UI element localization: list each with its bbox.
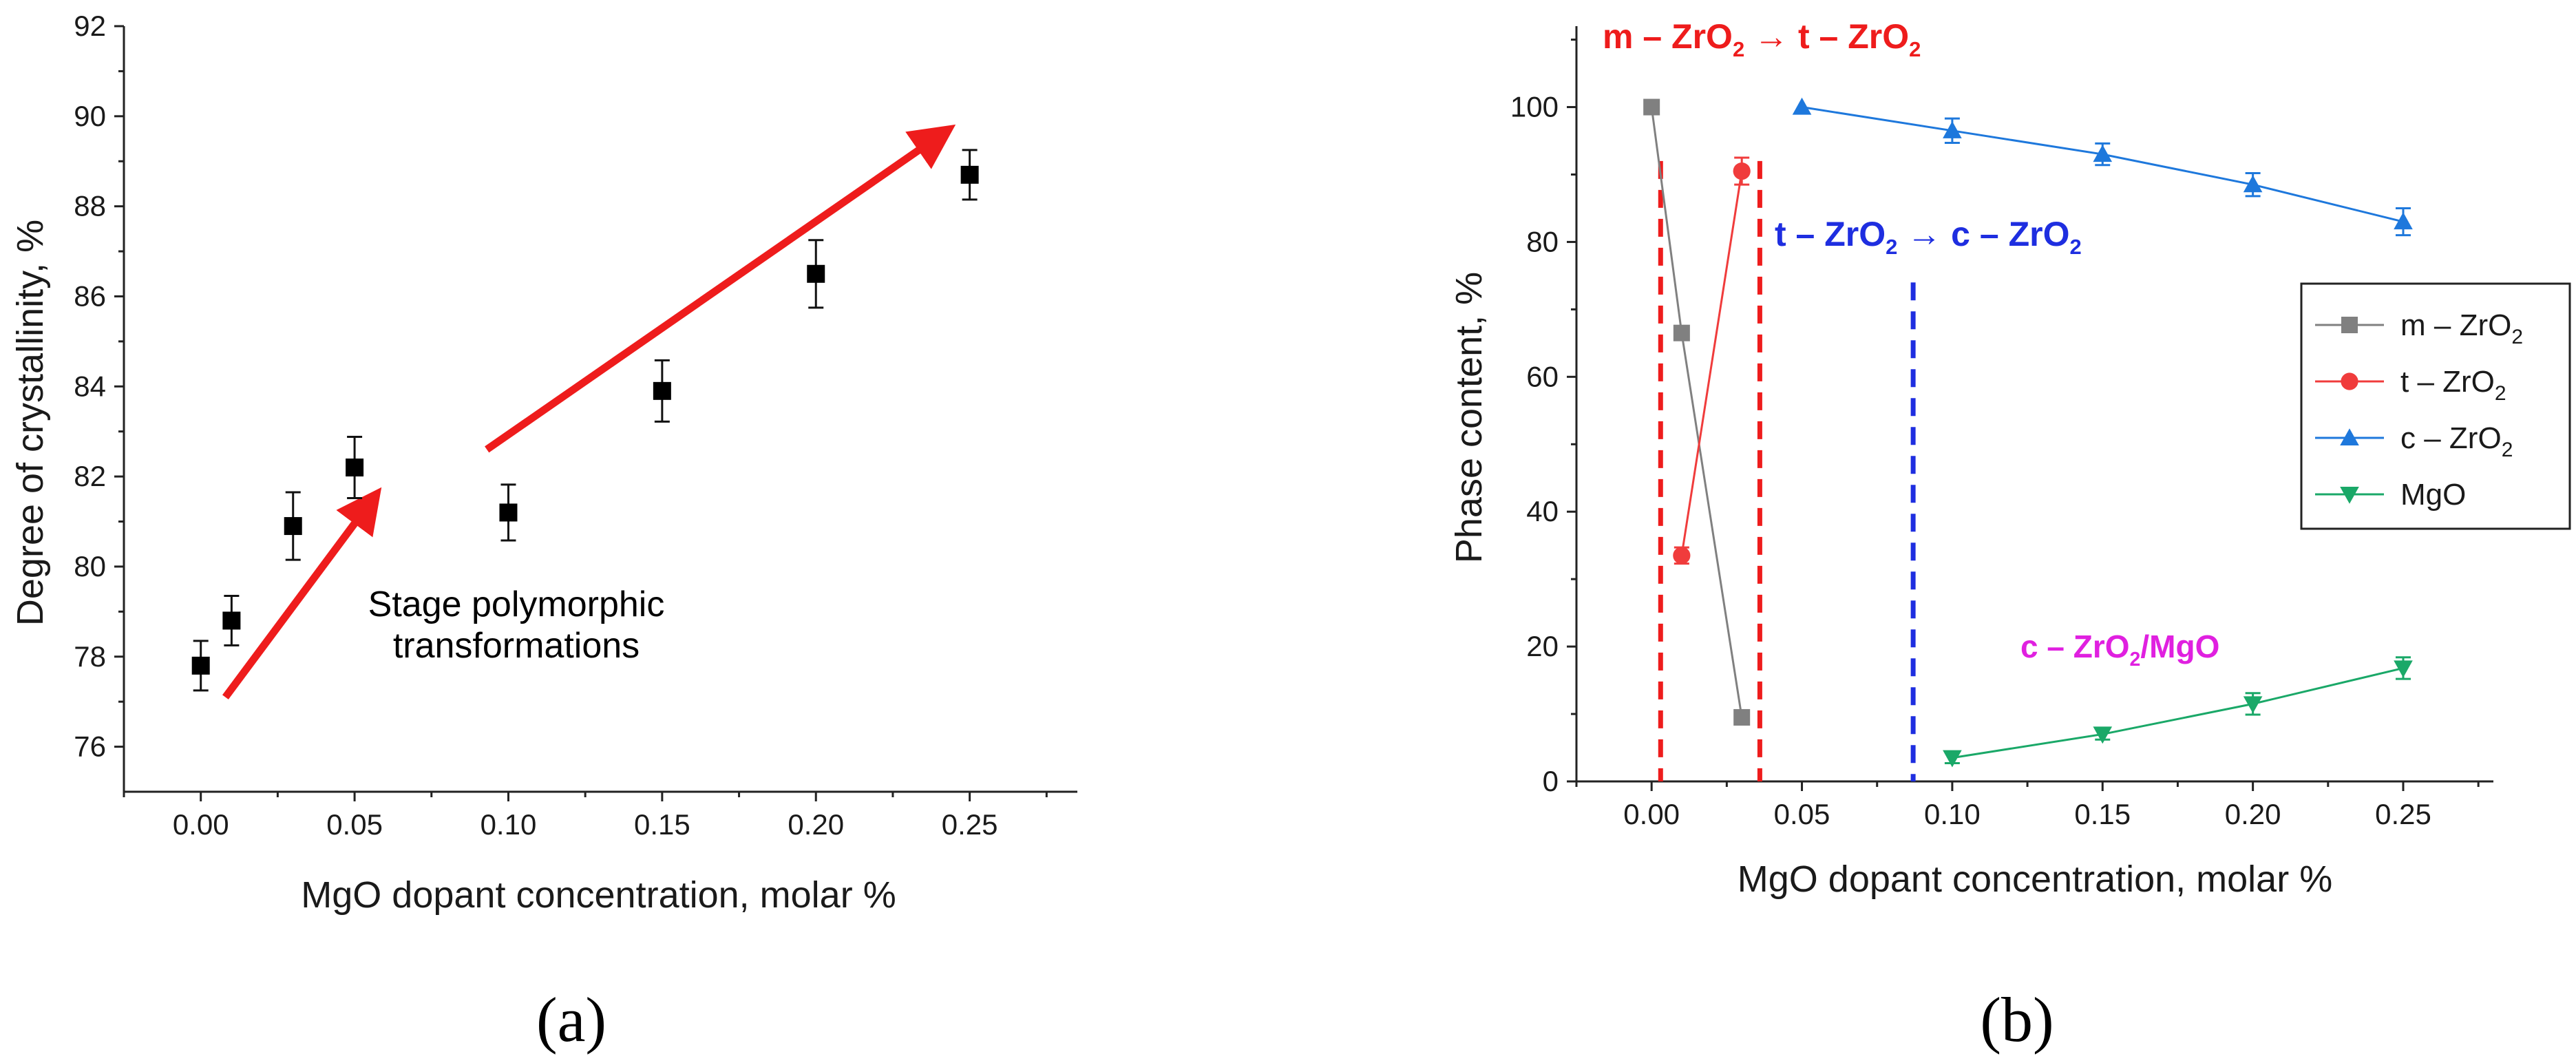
panel-label-a: (a) <box>536 985 606 1055</box>
annotation-c-mgo: c – ZrO2/MgO <box>2020 629 2219 671</box>
annotation-m-to-t: m – ZrO2 → t – ZrO2 <box>1603 17 1921 61</box>
y-tick-label: 90 <box>74 100 106 132</box>
data-point <box>222 611 241 630</box>
data-point <box>2093 145 2113 162</box>
annotation-part: /MgO <box>2140 629 2219 664</box>
x-tick-label: 0.00 <box>173 808 229 841</box>
subscript: 2 <box>2069 235 2081 259</box>
legend-label: t – ZrO2 <box>2400 365 2506 405</box>
legend-label-sub: 2 <box>2495 382 2506 405</box>
data-point <box>2394 212 2413 230</box>
legend-label-main: t – ZrO <box>2400 365 2495 399</box>
chart-panel-b: 0 20 40 60 80 100 0.00 0.05 0.10 0.15 0.20 0.25 MgO … <box>1448 17 2571 1055</box>
annotation-stage-text: Stage polymorphic <box>368 585 665 624</box>
annotation-part: t – ZrO <box>1775 215 1886 253</box>
chart-panel-a: 76 78 80 82 84 86 88 90 92 0.00 0.05 0.10 0.15 0.20 0.… <box>10 10 1077 1055</box>
trend-arrow <box>222 487 382 699</box>
legend-label: m – ZrO2 <box>2400 308 2523 348</box>
data-point <box>2243 696 2263 714</box>
data-point <box>1943 750 1962 768</box>
legend-label-main: MgO <box>2400 478 2466 512</box>
annotation-part: m – ZrO <box>1603 17 1733 56</box>
trend-arrow <box>485 124 956 453</box>
data-point <box>1733 162 1751 180</box>
series-line <box>1952 666 2404 759</box>
x-axis-title: MgO dopant concentration, molar % <box>1738 859 2332 900</box>
data-point <box>191 656 210 675</box>
data-point <box>1673 547 1691 565</box>
annotation-part: c – ZrO <box>2020 629 2130 664</box>
x-axis-title: MgO dopant concentration, molar % <box>301 874 896 916</box>
y-tick-label: 78 <box>74 640 106 673</box>
y-tick-label: 20 <box>1526 630 1559 662</box>
legend-label-main: c – ZrO <box>2400 421 2502 455</box>
subscript: 2 <box>1886 235 1897 259</box>
legend-label-sub: 2 <box>2502 439 2513 461</box>
x-tick-label: 0.20 <box>788 808 844 841</box>
y-tick-label: 0 <box>1543 765 1559 797</box>
x-tick-label: 0.10 <box>1924 798 1981 830</box>
data-point <box>653 381 671 400</box>
y-tick-label: 86 <box>74 280 106 312</box>
x-tick-label: 0.10 <box>481 808 537 841</box>
data-point <box>2093 726 2113 744</box>
y-tick-label: 88 <box>74 190 106 222</box>
y-tick-label: 100 <box>1510 91 1559 123</box>
y-tick-label: 84 <box>74 370 106 402</box>
legend-marker <box>2340 486 2359 504</box>
y-axis-title: Degree of crystallinity, % <box>10 220 51 626</box>
data-point <box>807 264 825 283</box>
legend-label: MgO <box>2400 478 2466 512</box>
data-point <box>284 517 302 536</box>
subscript: 2 <box>2130 649 2141 671</box>
subscript: 2 <box>1909 37 1921 61</box>
legend-marker <box>2340 428 2359 446</box>
x-tick-label: 0.15 <box>634 808 690 841</box>
x-tick-label: 0.15 <box>2074 798 2131 830</box>
y-axis-title: Phase content, % <box>1448 272 1490 563</box>
y-tick-label: 82 <box>74 460 106 492</box>
legend-marker <box>2341 317 2358 333</box>
data-point <box>960 165 979 184</box>
x-tick-label: 0.05 <box>1774 798 1830 830</box>
data-point <box>1943 121 1962 138</box>
y-tick-label: 80 <box>74 550 106 582</box>
x-tick-label: 0.20 <box>2225 798 2281 830</box>
annotation-part: → c – ZrO <box>1897 215 2069 253</box>
data-point <box>2394 660 2413 678</box>
subscript: 2 <box>1733 37 1744 61</box>
x-tick-label: 0.25 <box>942 808 998 841</box>
series-line <box>1680 171 1743 556</box>
series-line <box>1650 107 1743 718</box>
legend-marker <box>2341 372 2358 390</box>
y-tick-label: 92 <box>74 10 106 42</box>
x-tick-label: 0.05 <box>326 808 383 841</box>
annotation-part: → t – ZrO <box>1744 17 1909 56</box>
x-tick-label: 0.25 <box>2375 798 2431 830</box>
data-point <box>499 503 518 522</box>
data-point <box>346 459 364 477</box>
x-tick-label: 0.00 <box>1623 798 1680 830</box>
annotation-t-to-c: t – ZrO2 → c – ZrO2 <box>1775 215 2082 259</box>
data-point <box>2243 175 2263 193</box>
y-tick-label: 40 <box>1526 495 1559 527</box>
y-tick-label: 80 <box>1526 225 1559 257</box>
annotation-stage-text: transformations <box>393 626 640 666</box>
legend-label: c – ZrO2 <box>2400 421 2513 461</box>
y-tick-label: 60 <box>1526 360 1559 392</box>
data-point <box>1792 97 1812 115</box>
panel-label-b: (b) <box>1980 985 2054 1055</box>
legend-label-sub: 2 <box>2511 326 2523 348</box>
legend-label-main: m – ZrO <box>2400 308 2511 342</box>
data-point <box>1673 324 1690 341</box>
data-point <box>1733 708 1751 726</box>
y-tick-label: 76 <box>74 730 106 763</box>
data-point <box>1643 98 1660 116</box>
